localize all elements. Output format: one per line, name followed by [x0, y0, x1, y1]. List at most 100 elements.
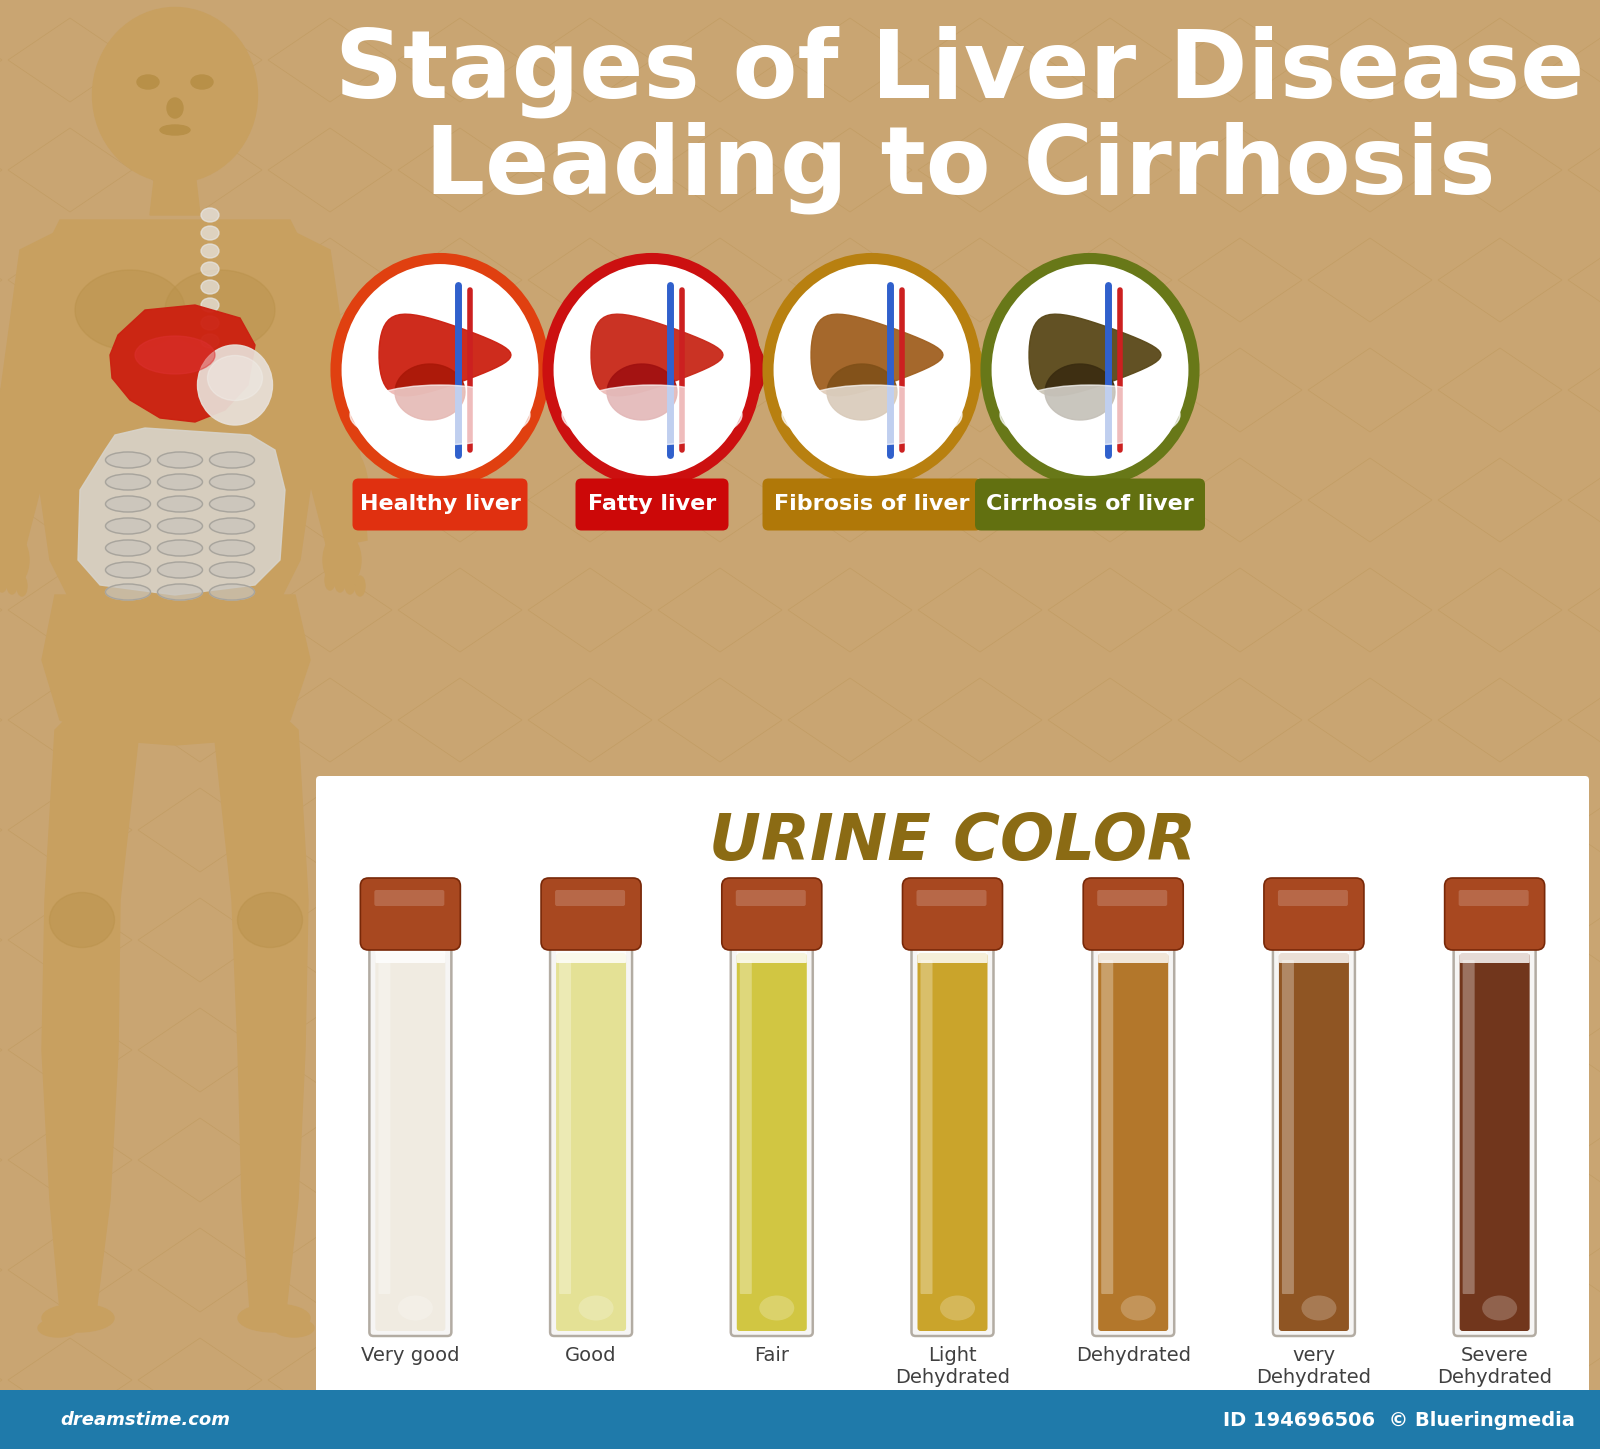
- Ellipse shape: [202, 298, 219, 312]
- Ellipse shape: [202, 280, 219, 294]
- FancyBboxPatch shape: [1282, 961, 1294, 1294]
- Text: Fair: Fair: [754, 1346, 789, 1365]
- Ellipse shape: [157, 562, 203, 578]
- FancyBboxPatch shape: [1278, 953, 1349, 1332]
- Ellipse shape: [202, 209, 219, 222]
- Polygon shape: [590, 314, 723, 396]
- Ellipse shape: [210, 452, 254, 468]
- FancyBboxPatch shape: [736, 940, 806, 964]
- Polygon shape: [1029, 314, 1162, 396]
- Ellipse shape: [0, 445, 32, 535]
- Polygon shape: [211, 714, 307, 1320]
- Ellipse shape: [160, 125, 190, 135]
- Polygon shape: [282, 230, 366, 548]
- Ellipse shape: [350, 385, 530, 445]
- FancyBboxPatch shape: [920, 961, 933, 1294]
- FancyBboxPatch shape: [917, 953, 987, 1332]
- FancyBboxPatch shape: [1278, 940, 1349, 964]
- Text: Good: Good: [565, 1346, 618, 1365]
- FancyBboxPatch shape: [1459, 890, 1528, 906]
- FancyBboxPatch shape: [352, 478, 528, 530]
- FancyBboxPatch shape: [360, 878, 461, 951]
- Ellipse shape: [138, 75, 158, 88]
- Text: Stages of Liver Disease: Stages of Liver Disease: [336, 26, 1584, 119]
- Text: ID 194696506  © Blueringmedia: ID 194696506 © Blueringmedia: [1222, 1410, 1574, 1430]
- FancyBboxPatch shape: [917, 940, 987, 964]
- Ellipse shape: [106, 517, 150, 535]
- Ellipse shape: [1301, 1295, 1336, 1320]
- FancyBboxPatch shape: [1274, 935, 1355, 1336]
- Ellipse shape: [210, 496, 254, 511]
- Ellipse shape: [202, 243, 219, 258]
- Ellipse shape: [106, 496, 150, 511]
- Ellipse shape: [197, 345, 272, 425]
- FancyBboxPatch shape: [1093, 935, 1174, 1336]
- FancyBboxPatch shape: [1101, 961, 1114, 1294]
- Ellipse shape: [202, 226, 219, 241]
- Ellipse shape: [1482, 1295, 1517, 1320]
- Ellipse shape: [941, 1295, 974, 1320]
- Ellipse shape: [157, 517, 203, 535]
- Ellipse shape: [106, 584, 150, 600]
- FancyBboxPatch shape: [722, 878, 822, 951]
- Ellipse shape: [334, 572, 346, 593]
- Ellipse shape: [106, 452, 150, 468]
- Ellipse shape: [547, 258, 757, 481]
- Ellipse shape: [157, 540, 203, 556]
- Ellipse shape: [1000, 385, 1181, 445]
- FancyBboxPatch shape: [558, 961, 571, 1294]
- Ellipse shape: [157, 452, 203, 468]
- Ellipse shape: [165, 270, 275, 351]
- Ellipse shape: [1120, 1295, 1155, 1320]
- Ellipse shape: [202, 316, 219, 330]
- FancyBboxPatch shape: [736, 953, 806, 1332]
- Ellipse shape: [157, 584, 203, 600]
- Ellipse shape: [398, 1295, 434, 1320]
- FancyBboxPatch shape: [731, 935, 813, 1336]
- Ellipse shape: [42, 1304, 114, 1332]
- Ellipse shape: [106, 540, 150, 556]
- FancyBboxPatch shape: [1459, 953, 1530, 1332]
- Ellipse shape: [210, 474, 254, 490]
- Ellipse shape: [106, 562, 150, 578]
- FancyBboxPatch shape: [376, 940, 445, 964]
- Ellipse shape: [157, 474, 203, 490]
- Ellipse shape: [768, 258, 976, 481]
- Polygon shape: [1045, 364, 1115, 420]
- FancyBboxPatch shape: [317, 777, 1589, 1398]
- Ellipse shape: [50, 893, 115, 948]
- FancyBboxPatch shape: [557, 953, 626, 1332]
- Text: Dehydrated: Dehydrated: [1075, 1346, 1190, 1365]
- Ellipse shape: [202, 262, 219, 275]
- Ellipse shape: [208, 355, 262, 400]
- FancyBboxPatch shape: [1083, 878, 1184, 951]
- Polygon shape: [42, 596, 310, 745]
- Ellipse shape: [210, 517, 254, 535]
- Ellipse shape: [346, 574, 355, 594]
- FancyBboxPatch shape: [555, 890, 626, 906]
- Polygon shape: [110, 304, 254, 422]
- Ellipse shape: [166, 99, 182, 117]
- Polygon shape: [30, 220, 320, 620]
- Polygon shape: [755, 338, 770, 401]
- Ellipse shape: [355, 577, 365, 596]
- Polygon shape: [606, 364, 677, 420]
- Ellipse shape: [336, 258, 544, 481]
- FancyBboxPatch shape: [550, 935, 632, 1336]
- Ellipse shape: [202, 335, 219, 348]
- Polygon shape: [379, 314, 510, 396]
- Text: dreamstime.com: dreamstime.com: [61, 1411, 230, 1429]
- Text: URINE COLOR: URINE COLOR: [709, 811, 1197, 872]
- Ellipse shape: [325, 569, 334, 590]
- Ellipse shape: [93, 7, 258, 183]
- FancyBboxPatch shape: [1098, 953, 1168, 1332]
- FancyBboxPatch shape: [1454, 935, 1536, 1336]
- Text: Fibrosis of liver: Fibrosis of liver: [774, 494, 970, 514]
- Text: Leading to Cirrhosis: Leading to Cirrhosis: [424, 122, 1496, 214]
- Text: very
Dehydrated: very Dehydrated: [1256, 1346, 1371, 1387]
- Ellipse shape: [320, 445, 368, 535]
- Ellipse shape: [38, 1319, 78, 1337]
- FancyBboxPatch shape: [1264, 878, 1363, 951]
- Polygon shape: [974, 338, 987, 401]
- Ellipse shape: [0, 532, 29, 587]
